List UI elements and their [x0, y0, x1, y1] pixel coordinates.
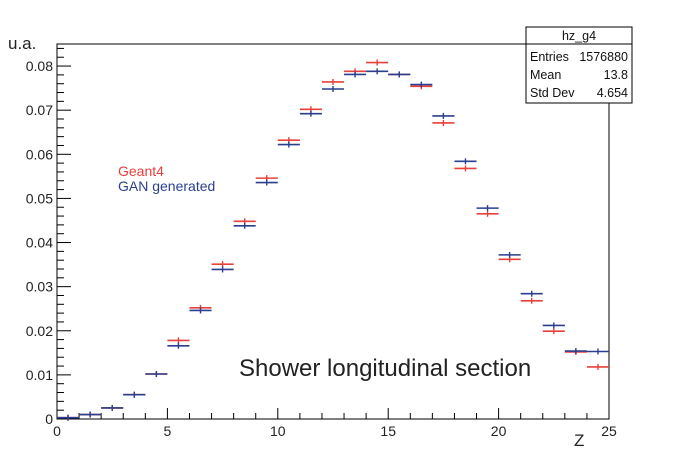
stats-label-stddev: Std Dev: [530, 86, 575, 100]
y-tick-label: 0.04: [26, 235, 53, 251]
y-tick-label: 0.01: [26, 367, 53, 383]
x-tick-label: 5: [164, 423, 172, 439]
stats-value-stddev: 4.654: [597, 86, 628, 100]
y-tick-label: 0.08: [26, 58, 53, 74]
x-tick-label: 10: [270, 423, 286, 439]
y-axis-title: u.a.: [8, 34, 36, 53]
y-tick-label: 0: [45, 411, 53, 427]
x-tick-label: 15: [380, 423, 396, 439]
legend: Geant4 GAN generated: [118, 163, 215, 194]
y-tick-label: 0.06: [26, 146, 53, 162]
stats-value-entries: 1576880: [579, 50, 628, 64]
x-tick-label: 0: [53, 423, 61, 439]
series-gan-generated: [57, 68, 609, 421]
y-tick-label: 0.07: [26, 102, 53, 118]
x-tick-label: 20: [491, 423, 507, 439]
stats-box-title: hz_g4: [562, 29, 596, 43]
annotation-text: Shower longitudinal section: [239, 355, 531, 382]
y-axis-ticks: 0 0.01 0.02 0.03 0.04 0.05 0.06 0.07 0.08: [26, 47, 71, 427]
stats-label-mean: Mean: [530, 68, 561, 82]
stats-value-mean: 13.8: [604, 68, 628, 82]
stats-box: hz_g4 Entries 1576880 Mean 13.8 Std Dev …: [525, 26, 633, 104]
x-tick-label: 25: [601, 423, 617, 439]
x-axis-title: Z: [574, 431, 584, 450]
y-tick-label: 0.02: [26, 323, 53, 339]
y-tick-label: 0.05: [26, 190, 53, 206]
plot-frame: [56, 43, 610, 420]
legend-entry-geant4: Geant4: [118, 163, 164, 179]
stats-box-frame: [525, 26, 633, 104]
legend-entry-gan-generated: GAN generated: [118, 178, 215, 194]
y-tick-label: 0.03: [26, 279, 53, 295]
x-axis-ticks: 0 5 10 15 20 25: [53, 408, 617, 439]
stats-label-entries: Entries: [530, 50, 569, 64]
